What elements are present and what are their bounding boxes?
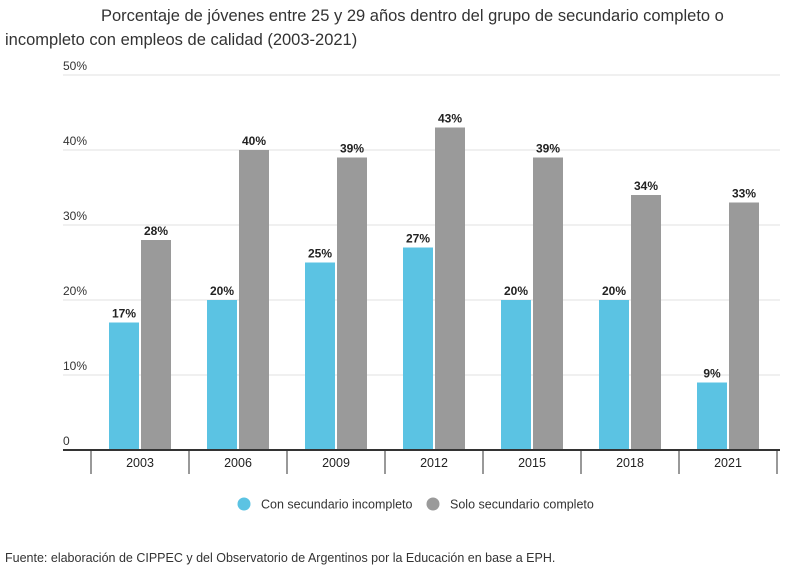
data-label: 39% xyxy=(340,142,364,156)
y-tick-label: 10% xyxy=(63,359,87,373)
data-label: 39% xyxy=(536,142,560,156)
y-tick-label: 40% xyxy=(63,134,87,148)
y-tick-label: 20% xyxy=(63,284,87,298)
source-note: Fuente: elaboración de CIPPEC y del Obse… xyxy=(5,551,556,565)
x-tick-label: 2009 xyxy=(322,456,350,470)
bar-completo xyxy=(533,157,563,450)
y-tick-label: 50% xyxy=(63,59,87,73)
y-tick-label: 30% xyxy=(63,209,87,223)
data-label: 40% xyxy=(242,134,266,148)
x-tick-label: 2006 xyxy=(224,456,252,470)
data-label: 20% xyxy=(210,284,234,298)
bar-completo xyxy=(631,195,661,450)
bar-completo xyxy=(337,157,367,450)
data-label: 17% xyxy=(112,307,136,321)
x-tick-label: 2003 xyxy=(126,456,154,470)
legend-label-completo: Solo secundario completo xyxy=(450,498,594,512)
x-tick-label: 2018 xyxy=(616,456,644,470)
legend-swatch-completo xyxy=(426,497,440,511)
bar-completo xyxy=(141,240,171,450)
bar-incompleto xyxy=(403,247,433,450)
data-label: 27% xyxy=(406,232,430,246)
data-label: 20% xyxy=(504,284,528,298)
data-label: 34% xyxy=(634,179,658,193)
x-tick-label: 2015 xyxy=(518,456,546,470)
bar-completo xyxy=(729,202,759,450)
data-label: 25% xyxy=(308,247,332,261)
bar-completo xyxy=(239,150,269,450)
bar-completo xyxy=(435,127,465,450)
x-tick-label: 2021 xyxy=(714,456,742,470)
legend-label-incompleto: Con secundario incompleto xyxy=(261,498,413,512)
data-label: 20% xyxy=(602,284,626,298)
bar-incompleto xyxy=(207,300,237,450)
bar-incompleto xyxy=(599,300,629,450)
chart-title-line-2: incompleto con empleos de calidad (2003-… xyxy=(5,31,358,49)
bar-incompleto xyxy=(697,382,727,450)
bar-incompleto xyxy=(109,322,139,450)
chart-title: Porcentaje de jóvenes entre 25 y 29 años… xyxy=(0,4,795,52)
bar-incompleto xyxy=(501,300,531,450)
bar-incompleto xyxy=(305,262,335,450)
chart-title-line-1: Porcentaje de jóvenes entre 25 y 29 años… xyxy=(101,7,724,25)
data-label: 43% xyxy=(438,112,462,126)
data-label: 9% xyxy=(703,367,721,381)
data-label: 28% xyxy=(144,224,168,238)
data-label: 33% xyxy=(732,187,756,201)
legend-swatch-incompleto xyxy=(237,497,251,511)
x-tick-label: 2012 xyxy=(420,456,448,470)
y-tick-label: 0 xyxy=(63,434,70,448)
